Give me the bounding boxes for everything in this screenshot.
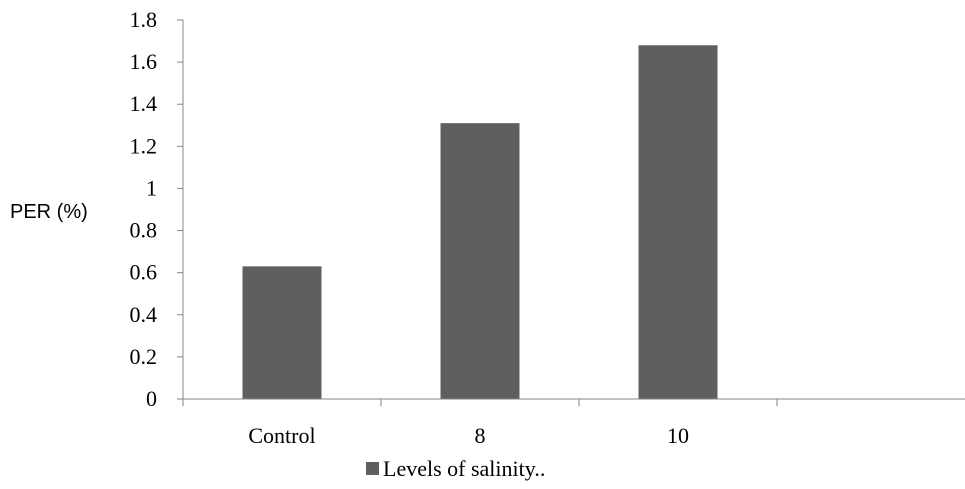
bar-8 — [440, 123, 520, 399]
x-axis-ticks: Control 8 10 — [182, 399, 778, 448]
y-tick-label: 0 — [146, 386, 157, 411]
bar-control — [242, 266, 322, 399]
y-axis-label: PER (%) — [10, 201, 88, 223]
y-axis-ticks: 0 0.2 0.4 0.6 0.8 1 1.2 1.4 1.6 1.8 — [130, 7, 183, 411]
legend: Levels of salinity.. — [366, 456, 545, 481]
x-category-label: Control — [248, 423, 315, 448]
bar-10 — [638, 45, 718, 400]
y-tick-label: 0.2 — [130, 344, 158, 369]
y-tick-label: 1.8 — [130, 7, 158, 32]
y-tick-label: 1.2 — [130, 133, 158, 158]
bars — [242, 45, 718, 400]
y-tick-label: 0.8 — [130, 218, 158, 243]
legend-label: Levels of salinity.. — [383, 456, 545, 481]
y-tick-label: 1.6 — [130, 49, 158, 74]
y-tick-label: 1 — [146, 175, 157, 200]
x-category-label: 8 — [475, 423, 486, 448]
y-tick-label: 1.4 — [130, 91, 158, 116]
x-category-label: 10 — [667, 423, 689, 448]
y-tick-label: 0.4 — [130, 302, 158, 327]
y-tick-label: 0.6 — [130, 260, 158, 285]
legend-swatch — [366, 462, 379, 475]
